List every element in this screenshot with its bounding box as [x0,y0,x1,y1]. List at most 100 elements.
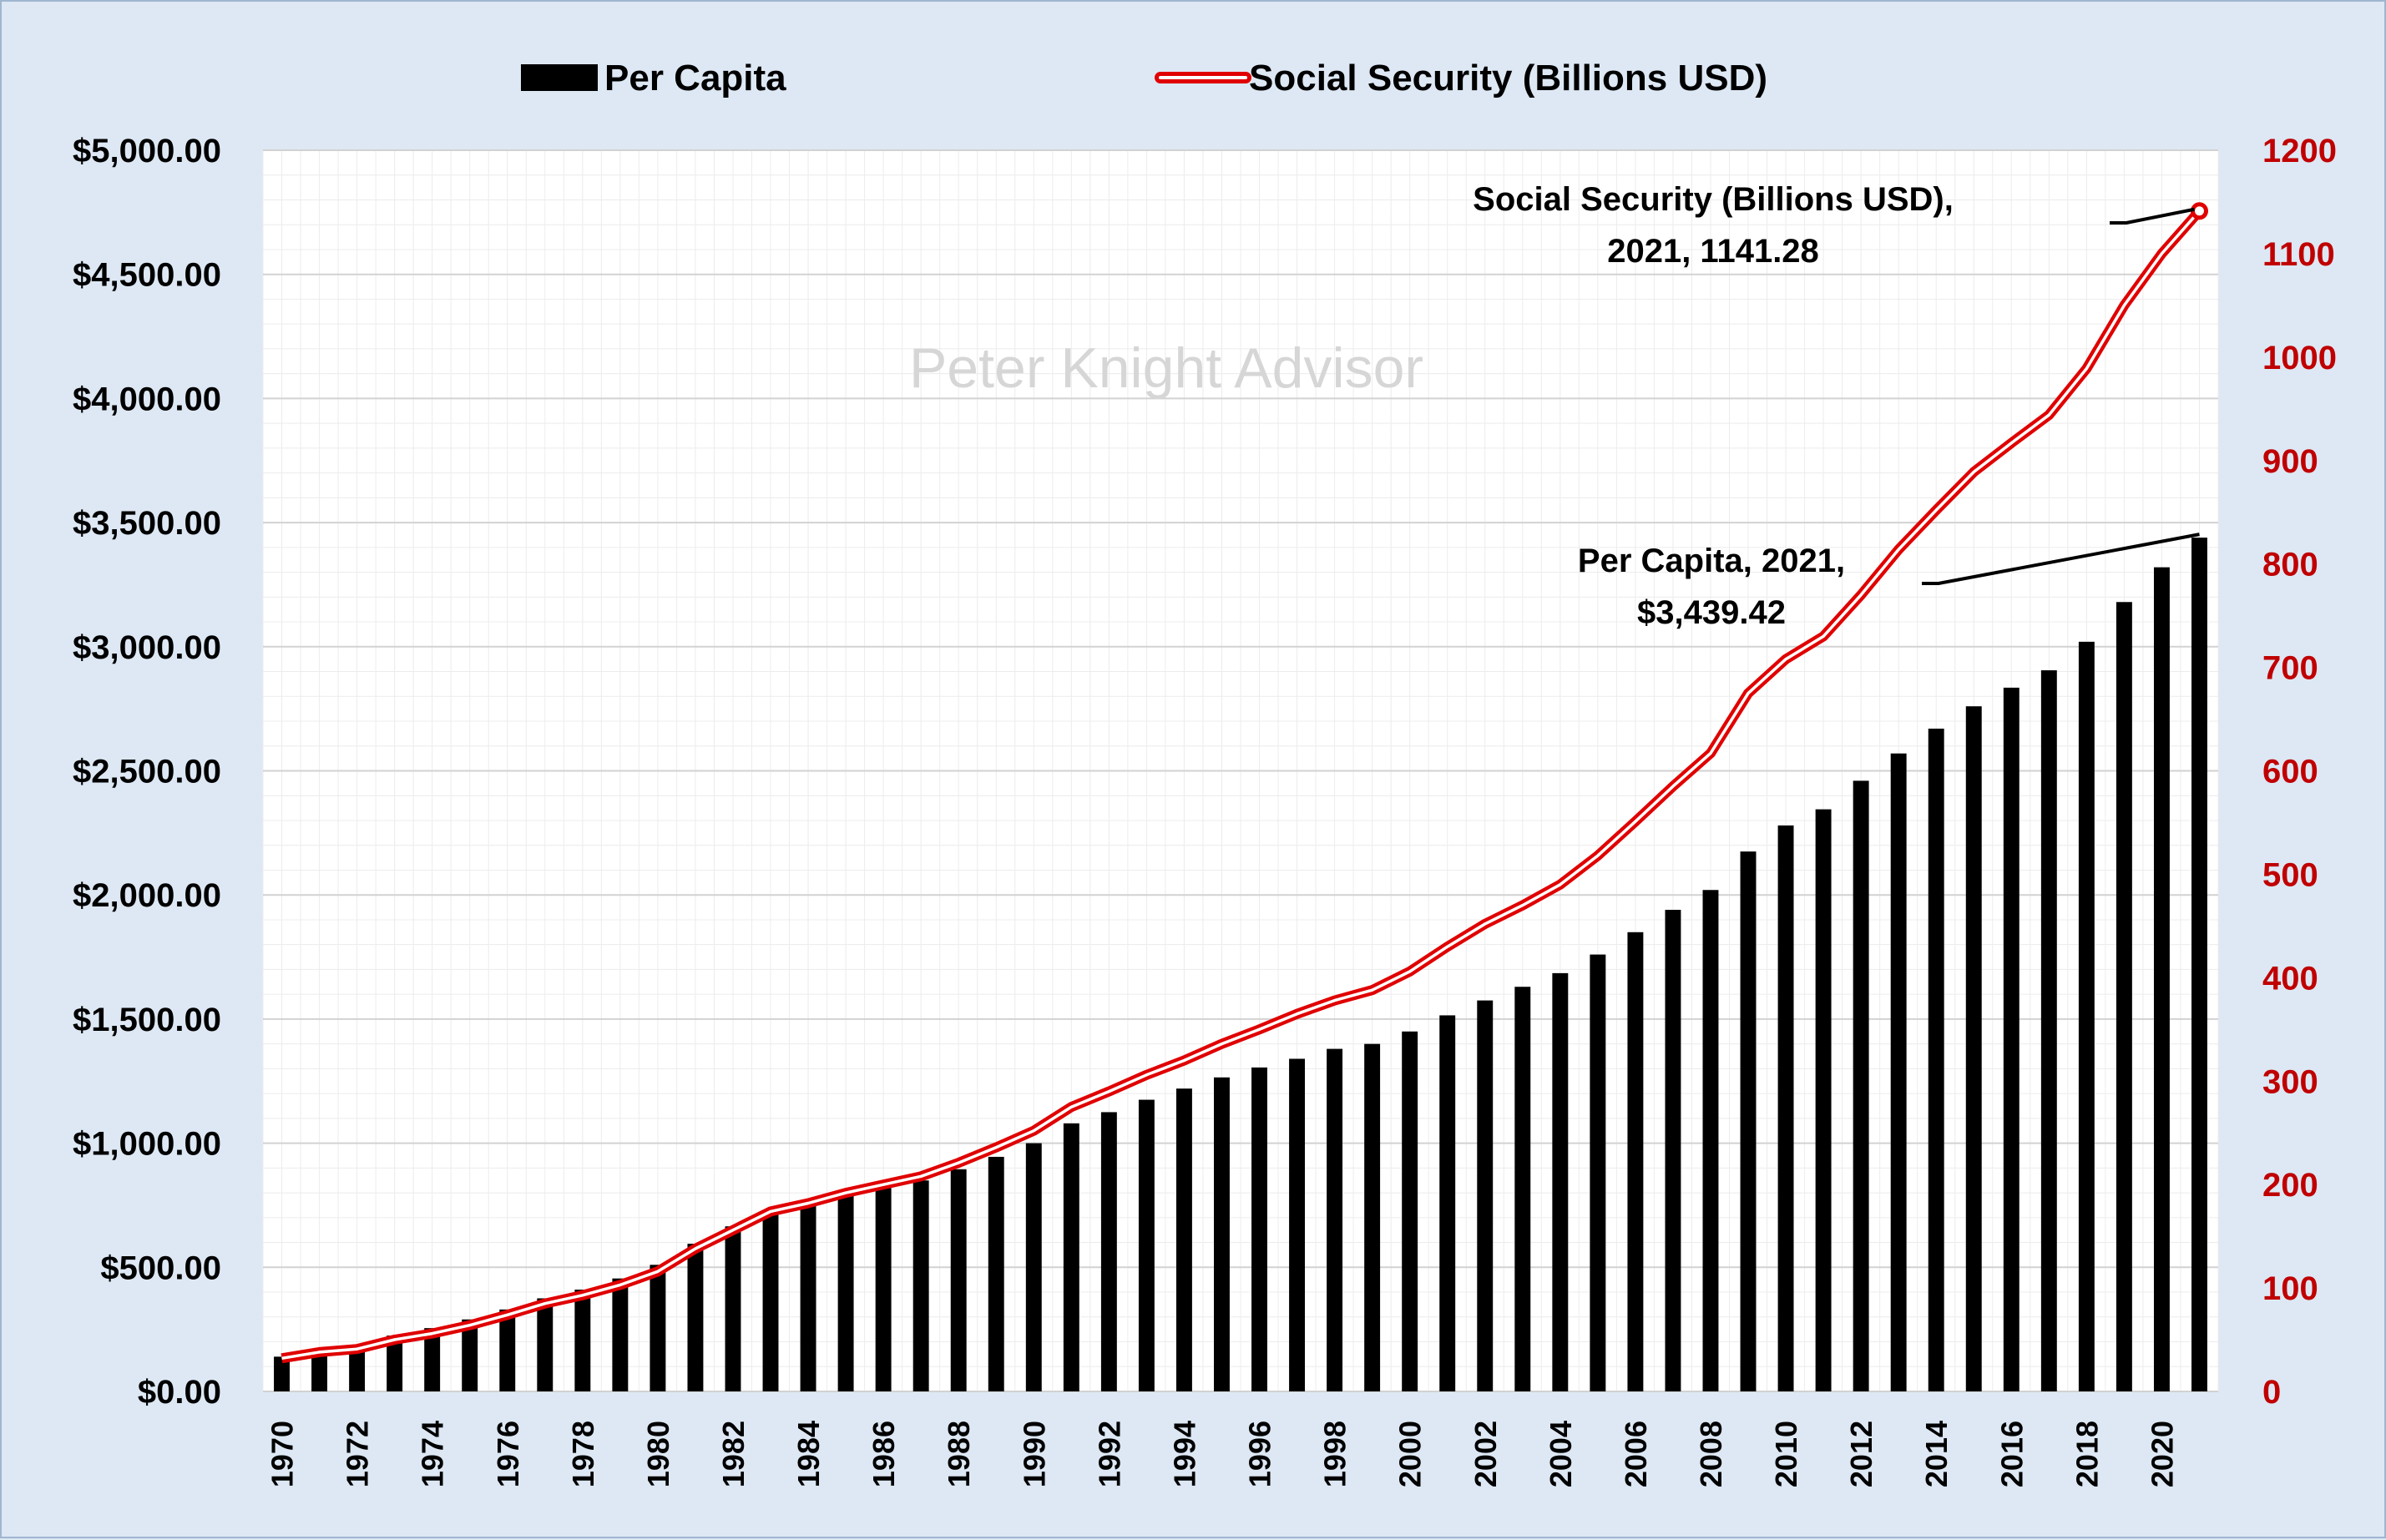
bar-per-capita [1477,1000,1494,1391]
bar-per-capita [311,1350,328,1391]
y-left-tick-label: $2,000.00 [73,877,221,914]
x-tick-label: 1998 [1318,1421,1352,1487]
line-social-security [281,202,2208,1364]
bar-per-capita [650,1265,666,1391]
x-tick-label: 1972 [341,1421,375,1487]
bar-per-capita [762,1209,779,1391]
bar-per-capita [1364,1043,1381,1391]
major-grid [263,149,2218,1392]
bar-per-capita [462,1319,478,1391]
bar-per-capita [1327,1048,1343,1391]
x-tick-label: 1988 [942,1421,976,1487]
y-left-tick-label: $1,500.00 [73,1002,221,1038]
y-right-tick-label: 100 [2262,1270,2318,1307]
y-right-tick-label: 1000 [2262,340,2337,376]
bar-per-capita [612,1278,629,1391]
annotation-per-capita-line1: Per Capita, 2021, [1578,543,1845,579]
x-tick-label: 2004 [1544,1421,1578,1487]
y-right-tick-label: 200 [2262,1167,2318,1204]
bar-per-capita [1175,1088,1192,1391]
bars-per-capita [274,538,2207,1391]
y-left-tick-label: $0.00 [138,1374,221,1411]
annotation-per-capita-line2: $3,439.42 [1637,594,1786,631]
y-left-tick-label: $2,500.00 [73,754,221,790]
bar-per-capita [387,1336,403,1391]
line-end-marker [2190,202,2208,220]
bar-per-capita [1214,1077,1230,1391]
x-tick-label: 2016 [1994,1421,2029,1487]
watermark: Peter Knight Advisor [909,336,1423,400]
bar-per-capita [1063,1123,1079,1391]
y-right-tick-label: 900 [2262,443,2318,480]
y-right-tick-label: 1200 [2262,133,2337,169]
bar-per-capita [2191,538,2207,1391]
bar-per-capita [1251,1067,1267,1391]
bar-per-capita [1627,932,1644,1391]
bar-per-capita [2116,602,2132,1391]
x-tick-label: 2000 [1393,1421,1428,1487]
x-tick-label: 1976 [491,1421,525,1487]
bar-per-capita [1025,1143,1042,1391]
y-right-tick-label: 400 [2262,960,2318,997]
y-right-tick-label: 0 [2262,1374,2281,1411]
bar-per-capita [1439,1015,1456,1391]
x-tick-label: 1982 [716,1421,751,1487]
bar-per-capita [2078,641,2095,1391]
x-tick-label: 1994 [1167,1421,1201,1487]
bar-per-capita [424,1328,441,1391]
x-tick-label: 2014 [1919,1421,1954,1487]
bar-per-capita [1890,753,1907,1391]
bar-per-capita [1289,1058,1306,1391]
bar-per-capita [1100,1112,1117,1391]
bar-per-capita [1552,972,1569,1391]
bar-per-capita [725,1226,741,1391]
bar-per-capita [950,1169,967,1391]
bar-per-capita [1815,809,1832,1391]
bar-per-capita [1777,825,1794,1391]
bar-per-capita [2003,687,2020,1391]
y-right-tick-label: 500 [2262,856,2318,893]
legend-label-per-capita: Per Capita [604,58,786,98]
bar-per-capita [1138,1099,1155,1391]
x-tick-label: 1984 [791,1421,826,1487]
legend: Per Capita Social Security (Billions USD… [521,58,1767,98]
bar-per-capita [1853,780,1869,1391]
bar-per-capita [687,1244,704,1391]
x-tick-label: 2010 [1769,1421,1803,1487]
y-left-tick-label: $4,500.00 [73,257,221,294]
x-tick-label: 2006 [1619,1421,1653,1487]
bar-per-capita [875,1188,892,1391]
legend-item-per-capita[interactable]: Per Capita [521,58,786,98]
y-left-tick-label: $1,000.00 [73,1126,221,1163]
bar-per-capita [2040,670,2057,1391]
y-left-tick-label: $4,000.00 [73,381,221,417]
y-right-tick-label: 600 [2262,754,2318,790]
legend-item-social-security[interactable]: Social Security (Billions USD) [1155,58,1767,98]
bar-per-capita [988,1156,1004,1391]
y-axis-left: $0.00 $500.00 $1,000.00 $1,500.00 $2,000.00 $… [73,133,221,1411]
x-tick-label: 2008 [1694,1421,1728,1487]
bar-per-capita [537,1298,554,1391]
x-tick-label: 2012 [1844,1421,1878,1487]
x-tick-label: 1974 [416,1421,450,1487]
bar-per-capita [499,1309,516,1391]
legend-label-social-security: Social Security (Billions USD) [1249,58,1767,98]
annotation-social-security-leader [2110,207,2195,225]
bar-per-capita [1514,987,1531,1391]
bar-per-capita [1928,728,1944,1391]
annotations: Social Security (Billions USD), 2021, 114… [1473,181,2200,631]
y-left-tick-label: $3,500.00 [73,505,221,542]
line-social-security-inner [281,210,2201,1361]
bar-per-capita [1702,890,1719,1391]
y-left-tick-label: $500.00 [100,1250,221,1286]
x-axis: 1970 1972 1974 1976 1978 1980 1982 1984 1986 1988… [265,1421,2180,1487]
y-left-tick-label: $5,000.00 [73,133,221,169]
annotation-social-security-line1: Social Security (Billions USD), [1473,181,1954,218]
annotation-per-capita-leader [1922,533,2200,585]
y-right-tick-label: 1100 [2262,236,2335,273]
bar-per-capita [1402,1031,1418,1391]
bar-per-capita [274,1356,290,1391]
bar-per-capita [1740,851,1757,1391]
bar-per-capita [1965,706,1982,1391]
